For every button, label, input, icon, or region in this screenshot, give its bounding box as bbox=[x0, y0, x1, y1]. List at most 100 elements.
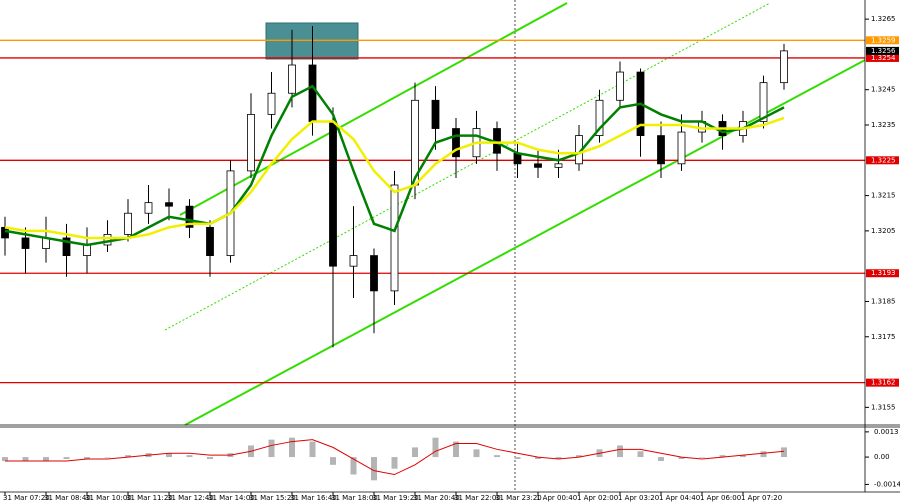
y-tick-label: 1.3175 bbox=[871, 333, 896, 341]
y-tick-label: 1.3215 bbox=[871, 192, 896, 200]
x-tick-label: 1 Apr 07:20 bbox=[741, 494, 782, 502]
plot bbox=[0, 26, 865, 384]
macd-bar bbox=[371, 457, 377, 481]
macd-bar bbox=[309, 441, 316, 458]
x-tick-label: 31 Mar 18:00 bbox=[331, 494, 378, 502]
macd-bar bbox=[186, 455, 193, 458]
candle-body bbox=[103, 234, 112, 246]
candle-body bbox=[165, 202, 173, 207]
macd-bar bbox=[104, 457, 111, 458]
level-label-bg bbox=[866, 156, 899, 165]
macd-bar bbox=[658, 457, 664, 461]
x-tick-label: 1 Apr 02:00 bbox=[577, 494, 618, 502]
macd-bar bbox=[125, 455, 131, 458]
candle-body bbox=[657, 135, 665, 165]
y-tick-label: 1.3235 bbox=[871, 121, 896, 129]
candle-body bbox=[349, 255, 358, 267]
macd-bar bbox=[555, 457, 562, 460]
x-tick-label: 1 Apr 06:00 bbox=[700, 494, 741, 502]
macd-bar bbox=[166, 453, 172, 458]
candle-body bbox=[124, 212, 132, 235]
y-tick-label: 1.3185 bbox=[871, 297, 896, 305]
candle-body bbox=[144, 202, 153, 214]
x-tick-label: 31 Mar 07:20 bbox=[3, 494, 50, 502]
macd-bar bbox=[576, 455, 582, 458]
macd-bar bbox=[391, 457, 398, 469]
macd-bar bbox=[535, 457, 541, 460]
candle-body bbox=[780, 50, 788, 84]
x-tick-label: 31 Mar 14:00 bbox=[208, 494, 255, 502]
macd-bar bbox=[473, 449, 480, 458]
candle-body bbox=[759, 82, 768, 122]
candle-body bbox=[83, 244, 91, 256]
macd-bar bbox=[637, 451, 644, 458]
level-label-bg bbox=[866, 53, 899, 62]
candle-body bbox=[370, 255, 378, 292]
macd-bar bbox=[22, 457, 29, 461]
x-tick-label: 1 Apr 00:40 bbox=[536, 494, 577, 502]
candle-body bbox=[452, 128, 460, 158]
macd-bar bbox=[453, 441, 459, 458]
macd-bar bbox=[699, 457, 705, 458]
macd-signal bbox=[5, 439, 785, 476]
x-tick-label: 31 Mar 23:20 bbox=[495, 494, 542, 502]
macd-bar bbox=[330, 457, 336, 465]
level-label: 1.3225 bbox=[871, 156, 896, 164]
x-tick-label: 1 Apr 03:20 bbox=[618, 494, 659, 502]
candle-body bbox=[677, 131, 686, 165]
macd-bar bbox=[432, 437, 439, 458]
last-price-label: 1.3256 bbox=[871, 47, 896, 55]
candle-body bbox=[62, 237, 71, 256]
candle-body bbox=[616, 71, 624, 101]
candle-body bbox=[21, 237, 30, 249]
x-tick-label: 31 Mar 15:20 bbox=[249, 494, 296, 502]
candle-body bbox=[308, 64, 317, 122]
candle-body bbox=[329, 121, 337, 267]
candle-body bbox=[185, 205, 194, 228]
level-label: 1.3259 bbox=[871, 36, 896, 44]
candle-body bbox=[288, 64, 296, 94]
x-tick-label: 31 Mar 22:00 bbox=[454, 494, 501, 502]
macd-bar bbox=[494, 455, 500, 458]
level-label: 1.3254 bbox=[871, 54, 896, 62]
x-tick-label: 31 Mar 20:40 bbox=[413, 494, 460, 502]
macd-bar bbox=[781, 447, 787, 458]
x-tick-label: 31 Mar 08:40 bbox=[44, 494, 91, 502]
x-tick-label: 31 Mar 10:00 bbox=[85, 494, 132, 502]
candle-body bbox=[247, 114, 255, 172]
level-label: 1.3162 bbox=[871, 379, 896, 387]
channel-lower bbox=[184, 59, 866, 426]
macd-bar bbox=[412, 447, 418, 458]
macd-bar bbox=[678, 457, 685, 460]
last-price-bg bbox=[866, 46, 899, 55]
macd-bar bbox=[617, 445, 623, 458]
level-label-bg bbox=[866, 36, 899, 45]
y-tick-label: 1.3155 bbox=[871, 403, 896, 411]
macd-bar bbox=[719, 455, 726, 458]
y-tick-label: 1.3205 bbox=[871, 227, 896, 235]
macd-bar bbox=[268, 439, 275, 458]
y-tick-label: 0.0013 bbox=[874, 428, 899, 436]
macd-bar bbox=[514, 457, 521, 460]
candle-body bbox=[390, 184, 399, 292]
x-tick-label: 31 Mar 12:40 bbox=[167, 494, 214, 502]
x-tick-label: 31 Mar 19:20 bbox=[372, 494, 419, 502]
macd-bar bbox=[207, 457, 213, 460]
level-label-bg bbox=[866, 269, 899, 278]
macd-bar bbox=[350, 457, 357, 475]
moving-average bbox=[4, 84, 785, 247]
macd-bar bbox=[2, 457, 8, 461]
macd-bar bbox=[740, 455, 746, 458]
x-tick-label: 31 Mar 11:20 bbox=[126, 494, 173, 502]
macd-bar bbox=[289, 437, 295, 458]
y-tick-label: 1.3245 bbox=[871, 86, 896, 94]
y-tick-label: -0.00141 bbox=[874, 480, 900, 488]
level-label: 1.3193 bbox=[871, 269, 896, 277]
macd-bar bbox=[63, 457, 70, 460]
channel-upper bbox=[179, 2, 568, 216]
candle-body bbox=[267, 92, 276, 115]
macd-bar bbox=[43, 457, 49, 461]
candle-body bbox=[554, 163, 563, 168]
